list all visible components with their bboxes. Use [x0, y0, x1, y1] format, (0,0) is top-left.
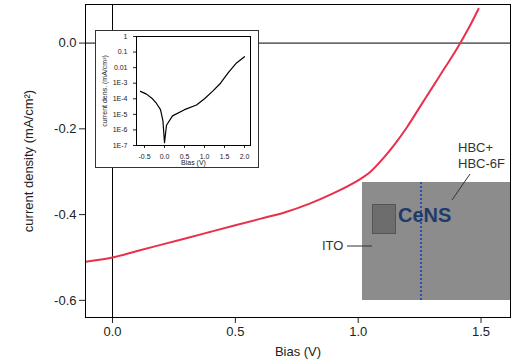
html-text:HBC-6F: HBC-6F	[458, 156, 505, 171]
html-text:ITO: ITO	[322, 238, 344, 253]
svg-text:current density (mA/cm²): current density (mA/cm²)	[21, 90, 36, 232]
html-text:HBC+: HBC+	[458, 140, 493, 155]
svg-text:Bias (V): Bias (V)	[181, 159, 206, 167]
svg-text:1.5: 1.5	[220, 153, 230, 160]
svg-text:1E-4: 1E-4	[113, 95, 128, 102]
svg-text:1: 1	[124, 33, 128, 40]
svg-text:0.5: 0.5	[179, 153, 190, 161]
svg-text:0.0: 0.0	[160, 153, 170, 160]
svg-text:0.01: 0.01	[114, 64, 128, 71]
svg-text:1E-6: 1E-6	[113, 126, 128, 133]
svg-text:-0.2: -0.2	[54, 121, 76, 136]
svg-text:1.0: 1.0	[349, 324, 367, 339]
svg-text:0.0: 0.0	[58, 35, 76, 50]
svg-text:-0.6: -0.6	[54, 293, 76, 308]
svg-text:0.1: 0.1	[118, 48, 128, 55]
svg-text:Bias (V): Bias (V)	[275, 344, 321, 359]
svg-text:1.5: 1.5	[472, 324, 490, 339]
svg-text:1E-3: 1E-3	[113, 79, 128, 86]
svg-text:current dens. (mA/cm²): current dens. (mA/cm²)	[101, 55, 109, 127]
svg-text:-0.4: -0.4	[54, 207, 76, 222]
html-text:CeNS: CeNS	[398, 204, 452, 226]
svg-text:1E-7: 1E-7	[113, 142, 128, 149]
svg-text:0.0: 0.0	[103, 324, 121, 339]
svg-text:2.0: 2.0	[240, 153, 250, 160]
svg-text:-0.5: -0.5	[138, 153, 150, 160]
svg-text:0.5: 0.5	[226, 324, 244, 339]
svg-text:1.0: 1.0	[199, 153, 210, 161]
svg-text:1E-5: 1E-5	[113, 111, 128, 118]
